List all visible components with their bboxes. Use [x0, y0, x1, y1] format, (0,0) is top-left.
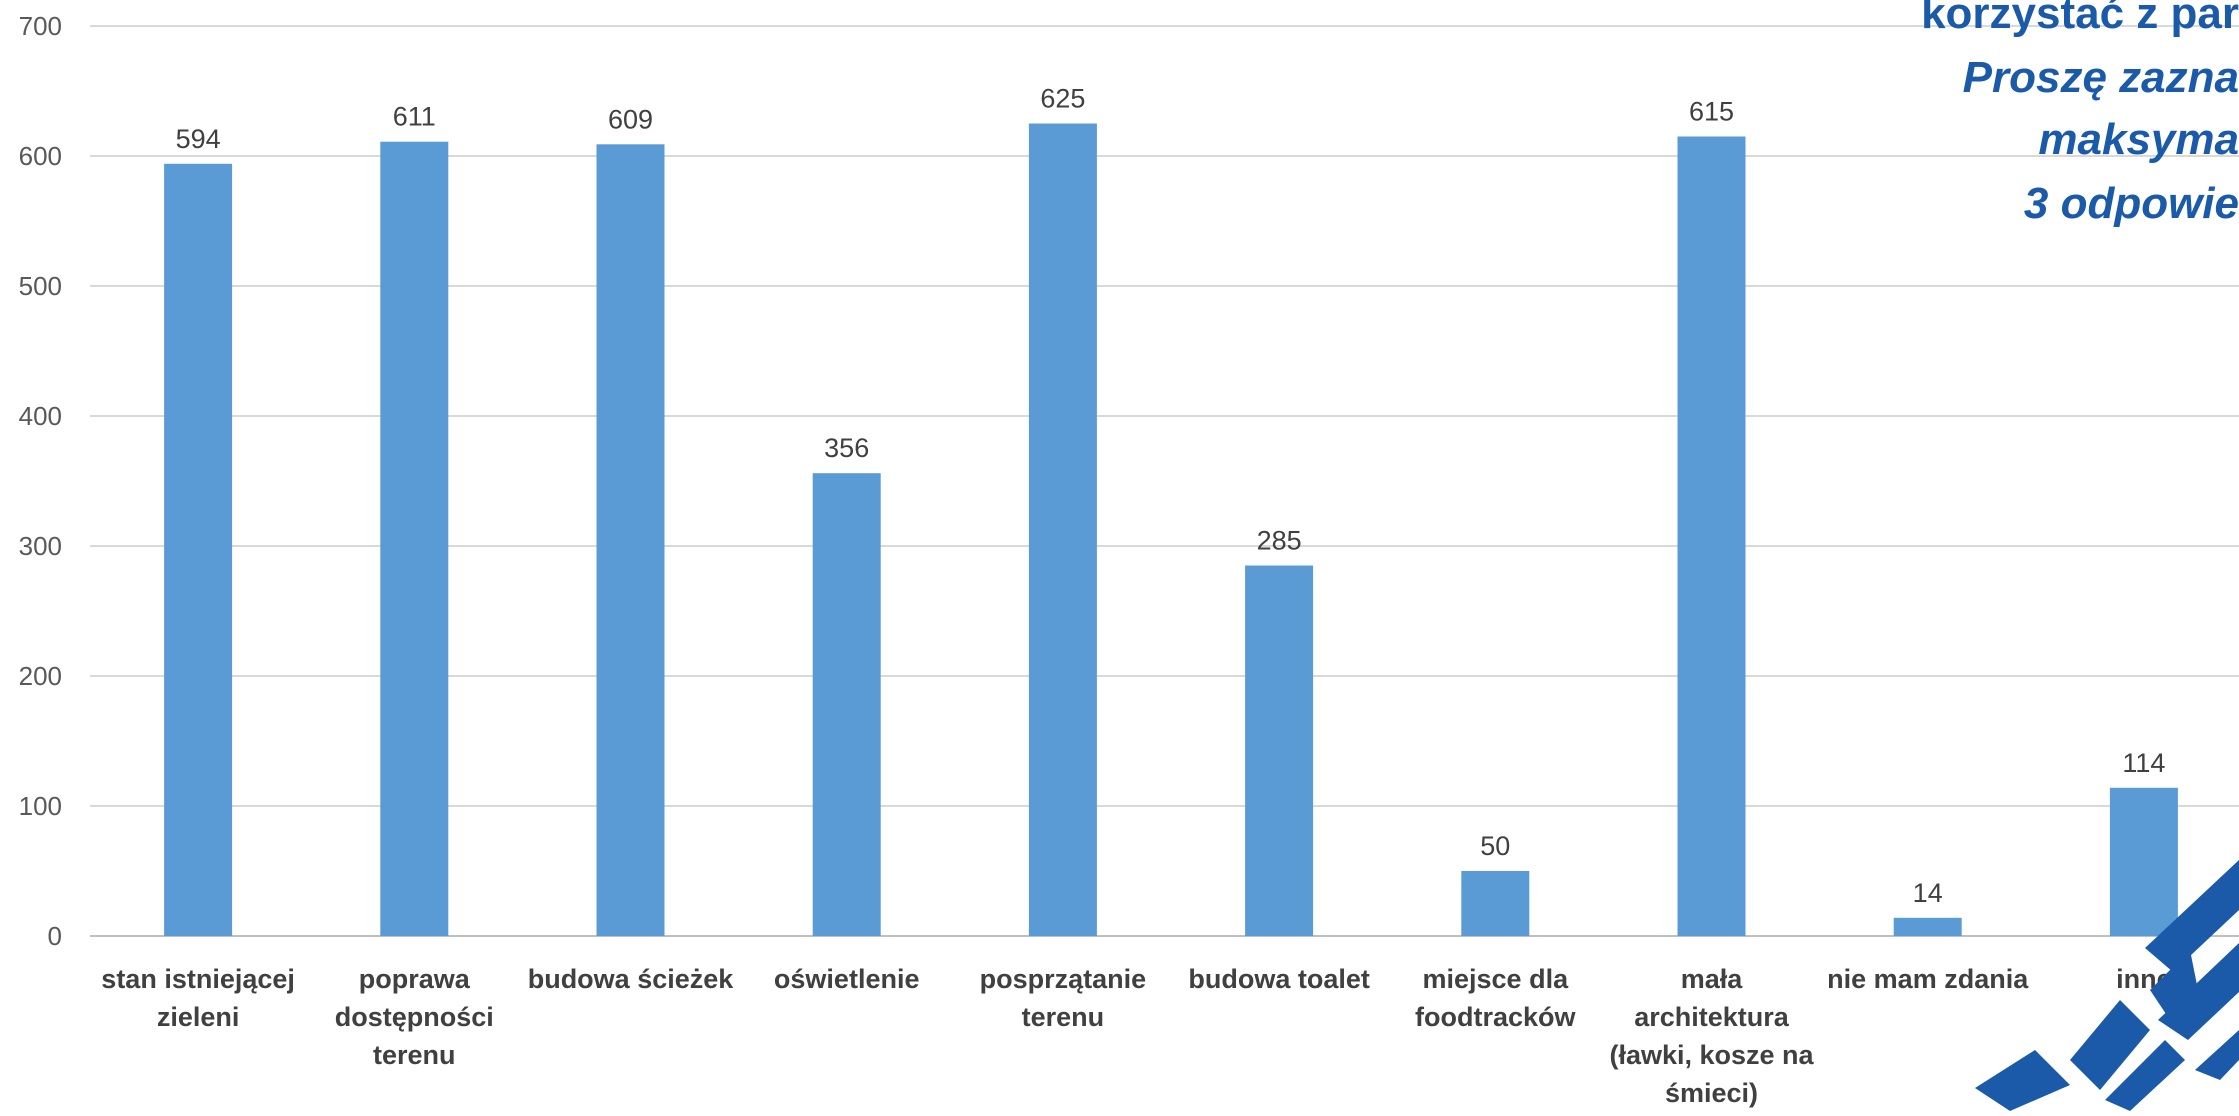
bar [1893, 917, 1962, 936]
category-label-line: budowa ścieżek [528, 964, 735, 994]
category-label-line: terenu [1022, 1002, 1105, 1032]
data-label: 609 [608, 104, 653, 134]
category-label-line: miejsce dla [1423, 964, 1570, 994]
bar [1028, 123, 1097, 936]
category-label-line: posprzątanie [980, 964, 1147, 994]
data-label: 356 [824, 433, 869, 463]
category-label: nie mam zdania [1827, 964, 2029, 994]
category-label: posprzątanie terenu [980, 964, 1147, 1032]
data-label: 615 [1689, 97, 1734, 127]
category-label-line: terenu [373, 1040, 456, 1070]
data-label: 625 [1040, 84, 1085, 114]
category-label: budowa ścieżek [528, 964, 735, 994]
chart-title: korzystać z par Proszę zazna maksyma 3 o… [1921, 0, 2239, 228]
bar [812, 473, 881, 936]
bar [164, 163, 233, 937]
data-label: 594 [176, 124, 221, 154]
category-label: poprawa dostępności terenu [335, 964, 494, 1070]
bar [1461, 871, 1530, 936]
y-tick-label: 500 [19, 271, 62, 301]
y-tick-label: 600 [19, 141, 62, 171]
title-line-3: maksyma [2038, 115, 2239, 164]
y-axis-tick-labels: 0 100 200 300 400 500 600 700 [19, 11, 62, 951]
data-label: 611 [393, 102, 436, 132]
category-label: miejsce dla foodtracków [1415, 964, 1577, 1032]
category-label-line: budowa toalet [1188, 964, 1370, 994]
category-label-line: śmieci) [1665, 1078, 1758, 1108]
category-label-line: stan istniejącej [101, 964, 295, 994]
bar [1245, 565, 1314, 936]
y-tick-label: 100 [19, 791, 62, 821]
category-label-line: nie mam zdania [1827, 964, 2029, 994]
data-label: 14 [1913, 878, 1943, 908]
title-line-1: korzystać z par [1921, 0, 2239, 38]
category-label-line: zieleni [157, 1002, 240, 1032]
category-label-line: mała [1681, 964, 1744, 994]
category-label: oświetlenie [774, 964, 920, 994]
bar [380, 141, 449, 936]
data-label: 285 [1257, 526, 1302, 556]
logo-stripes-icon [1975, 860, 2239, 1111]
bar [1677, 136, 1746, 936]
category-label: stan istniejącej zieleni [101, 964, 295, 1032]
category-label-line: architektura [1634, 1002, 1790, 1032]
category-label-line: dostępności [335, 1002, 494, 1032]
data-label: 50 [1480, 831, 1510, 861]
category-label-line: (ławki, kosze na [1609, 1040, 1814, 1070]
data-label: 114 [2122, 748, 2165, 778]
category-label: mała architektura (ławki, kosze na śmieci) [1609, 964, 1814, 1108]
y-tick-label: 0 [48, 921, 62, 951]
y-tick-label: 400 [19, 401, 62, 431]
bar [2109, 787, 2178, 936]
category-label-line: poprawa [359, 964, 471, 994]
title-line-2: Proszę zazna [1963, 53, 2239, 102]
category-label-line: oświetlenie [774, 964, 920, 994]
y-tick-label: 700 [19, 11, 62, 41]
category-label: budowa toalet [1188, 964, 1370, 994]
bars [164, 123, 2178, 937]
y-tick-label: 300 [19, 531, 62, 561]
x-axis-category-labels: stan istniejącej zieleni poprawa dostępnośc… [101, 964, 2171, 1108]
category-label-line: foodtracków [1415, 1002, 1577, 1032]
title-line-4: 3 odpowie [2024, 179, 2239, 228]
data-labels: 594 611 609 356 625 285 50 615 14 114 [176, 84, 2166, 908]
bar [596, 144, 665, 937]
y-tick-label: 200 [19, 661, 62, 691]
